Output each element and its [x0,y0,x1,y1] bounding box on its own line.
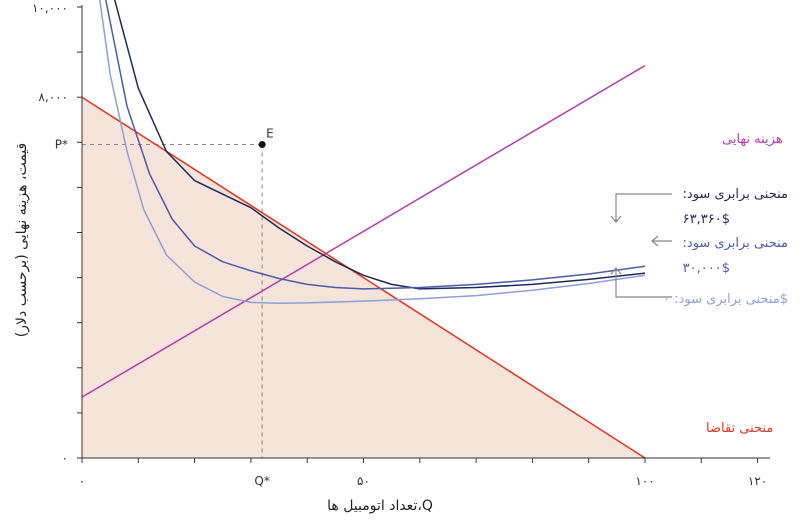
x-tick-labels: ۰ ۵۰ ۱۰۰ ۱۲۰ [79,474,767,488]
callout-arrow-zero-head [610,267,622,275]
callout-arrows [610,193,672,298]
equilibrium-label: E [266,127,274,141]
callout-arrow-high [615,193,672,222]
y-tick-label: ۰ [62,451,68,465]
y-tick-labels: ۰ ۸,۰۰۰ ۱۰,۰۰۰ [32,1,68,465]
isoprofit-high-label: :منحنی برابری سود [683,187,788,202]
isoprofit-curves [99,0,646,305]
isoprofit-curve-zero [99,0,646,305]
isoprofit-mid-value: ۳۰,۰۰۰$ [683,261,730,276]
y-axis-ticks [77,6,82,459]
isoprofit-high-value: ۶۳,۳۶۰$ [683,212,730,227]
isoprofit-mid-label: :منحنی برابری سود [683,236,788,251]
isoprofit-curve-high [113,0,646,290]
x-axis-title: Q،تعداد اتومبیل ها [327,498,433,514]
x-tick-label: ۱۰۰ [635,474,654,488]
marginal-cost-line [82,64,646,398]
callout-arrow-mid-head [651,235,659,247]
isoprofit-zero-label: منحنی برابری سود: ۰$ [663,292,788,307]
x-tick-label: ۰ [79,474,85,488]
isoprofit-curve-mid [105,0,646,290]
callout-arrow-zero [615,268,672,298]
demand-label: منحنی تقاضا [706,421,773,436]
y-tick-label: ۱۰,۰۰۰ [32,1,68,15]
x-tick-label: ۵۰ [357,474,370,488]
p-star-label: P* [55,138,68,152]
y-tick-label: ۸,۰۰۰ [38,90,68,104]
demand-line [82,96,646,459]
q-star-label: Q* [254,474,269,488]
x-axis-ticks [81,458,759,463]
equilibrium-point [258,141,266,149]
marginal-cost-label: هزینه نهایی [722,132,783,147]
x-tick-label: ۱۲۰ [748,474,767,488]
callout-arrow-high-head [610,215,622,223]
y-axis-title: قیمت، هزینه نهایی (برحسب دلار) [14,143,30,337]
